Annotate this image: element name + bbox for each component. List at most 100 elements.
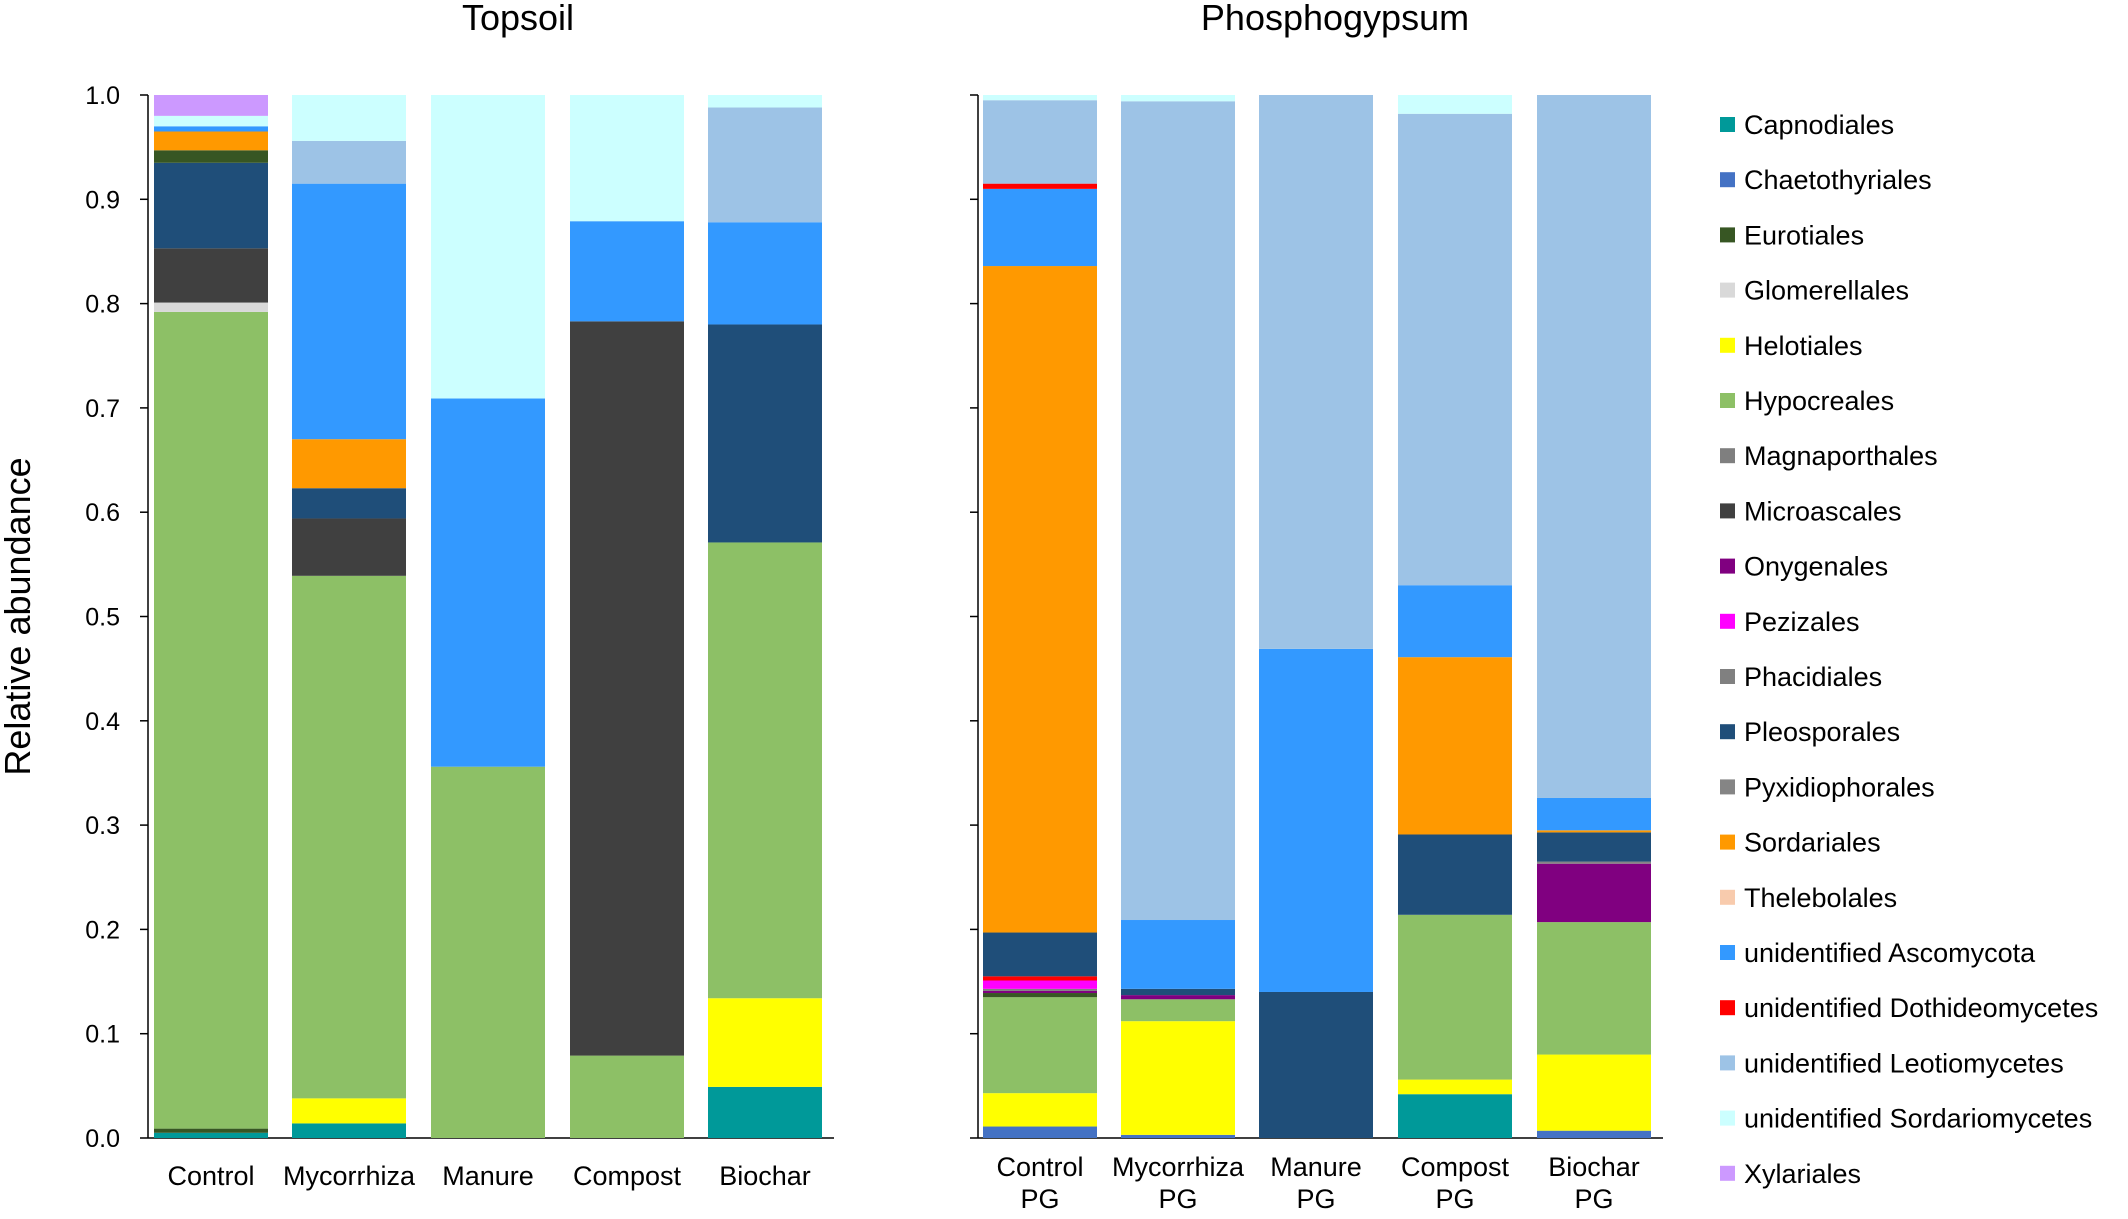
legend-swatch — [1720, 613, 1735, 629]
legend-label: Pezizales — [1744, 607, 1860, 637]
x-category-label: Biochar — [1548, 1152, 1640, 1182]
bar-segment: Xylariales: 0.02 — [154, 95, 268, 116]
legend-swatch — [1720, 1110, 1735, 1126]
legend-swatch — [1720, 337, 1735, 353]
bar-segment: Sordariales: 0.047 — [292, 439, 406, 489]
bar-segment: Hypocreales: 0.092 — [983, 997, 1097, 1094]
bar-segment: unidentified Ascomycota: 0.066 — [1121, 920, 1235, 989]
legend-swatch — [1720, 448, 1735, 464]
x-category-label: Manure — [442, 1161, 534, 1191]
bar-segment: Pleosporales: 0.209 — [708, 324, 822, 543]
bar-segment: unidentified Sordariomycetes: 0.006 — [1121, 95, 1235, 102]
bar-segment: Onygenales: 0.002 — [983, 990, 1097, 994]
bar-segment: Pleosporales: 0.14 — [1259, 991, 1373, 1138]
bar-stack: Capnodiales: 0.049Helotiales: 0.085Hypoc… — [708, 95, 822, 1138]
bar-segment: unidentified Dothideomycetes: 0.005 — [983, 183, 1097, 189]
bar-segment: Sordariales: 0.639 — [983, 266, 1097, 933]
bar-segment: Helotiales: 0.073 — [1537, 1054, 1651, 1131]
legend-label: unidentified Dothideomycetes — [1744, 993, 2098, 1023]
bar-segment: unidentified Sordariomycetes: 0.291 — [431, 95, 545, 399]
bar-segment: Microascales: 0.052 — [154, 248, 268, 303]
legend-swatch — [1720, 889, 1735, 905]
legend-swatch — [1720, 117, 1735, 132]
bar-segment: unidentified Ascomycota: 0.353 — [431, 398, 545, 767]
panel-title: Phosphogypsum — [1201, 0, 1469, 38]
bar-segment: Helotiales: 0.085 — [708, 998, 822, 1087]
bar-segment: unidentified Leotiomycetes: 0.785 — [1121, 101, 1235, 921]
bar-stack: Capnodiales: 0.014Helotiales: 0.024Hypoc… — [292, 95, 406, 1138]
legend-label: unidentified Ascomycota — [1744, 938, 2036, 968]
bar-segment: Capnodiales: 0.005 — [154, 1132, 268, 1138]
bar-segment: Hypocreales: 0.783 — [154, 311, 268, 1129]
legend-label: Phacidiales — [1744, 662, 1882, 692]
bar-segment: Capnodiales: 0.049 — [708, 1086, 822, 1138]
legend-swatch — [1720, 834, 1735, 850]
bar-segment: Hypocreales: 0.021 — [1121, 999, 1235, 1022]
legend-swatch — [1720, 393, 1735, 408]
x-category-label: Compost — [573, 1161, 682, 1191]
legend-swatch — [1720, 669, 1735, 684]
bar-segment: Glomerellales: 0.009 — [154, 302, 268, 312]
legend-label: Microascales — [1744, 496, 1902, 526]
legend-label: unidentified Leotiomycetes — [1744, 1048, 2064, 1078]
bar-segment: Helotiales: 0.032 — [983, 1093, 1097, 1127]
bar-segment: unidentified Ascomycota: 0.069 — [1398, 585, 1512, 658]
bar-segment: unidentified Leotiomycetes: 0.08 — [983, 100, 1097, 184]
bar-segment: unidentified Leotiomycetes: 0.11 — [708, 107, 822, 223]
y-tick-label: 0.9 — [85, 186, 120, 214]
y-tick-label: 0.3 — [85, 812, 120, 840]
bar-stack: Hypocreales: 0.079Microascales: 0.704uni… — [570, 95, 684, 1138]
bar-segment: Eurotiales: 0.004 — [154, 1128, 268, 1133]
bar-segment: Sordariales: 0.018 — [154, 131, 268, 151]
bar-segment: Sordariales: 0.17 — [1398, 657, 1512, 835]
legend-label: Glomerellales — [1744, 276, 1909, 306]
bar-segment: unidentified Leotiomycetes: 0.674 — [1537, 95, 1651, 798]
legend-label: Magnaporthales — [1744, 441, 1938, 471]
bar-stack: Chaetothyriales: 0.003Helotiales: 0.109H… — [1121, 95, 1235, 1138]
legend-label: Pyxidiophorales — [1744, 772, 1935, 802]
legend-swatch — [1720, 1000, 1735, 1016]
bar-segment: unidentified Leotiomycetes: 0.452 — [1398, 113, 1512, 586]
legend-swatch — [1720, 282, 1735, 298]
bar-segment: Pleosporales: 0.077 — [1398, 834, 1512, 915]
y-tick-label: 1.0 — [85, 82, 120, 110]
x-category-label: Biochar — [719, 1161, 811, 1191]
panel-title: Topsoil — [462, 0, 574, 38]
x-category-label: PG — [1574, 1184, 1613, 1214]
y-tick-label: 0.4 — [85, 708, 120, 736]
x-category-label: PG — [1296, 1184, 1335, 1214]
legend-swatch — [1720, 172, 1735, 188]
x-category-label: Manure — [1270, 1152, 1362, 1182]
bar-segment: unidentified Ascomycota: 0.074 — [983, 188, 1097, 267]
bar-segment: Pezizales: 0.008 — [983, 980, 1097, 989]
bar-segment: Chaetothyriales: 0.003 — [1121, 1134, 1235, 1138]
bar-segment: unidentified Ascomycota: 0.096 — [570, 221, 684, 322]
bars-layer: Capnodiales: 0.005Eurotiales: 0.004Hypoc… — [154, 95, 1651, 1138]
y-tick-label: 0.2 — [85, 916, 120, 944]
legend-label: Hypocreales — [1744, 386, 1894, 416]
bar-segment: Pleosporales: 0.028 — [1537, 832, 1651, 862]
legend-swatch — [1720, 503, 1735, 519]
bar-segment: unidentified Sordariomycetes: 0.018 — [1398, 95, 1512, 114]
bar-stack: Capnodiales: 0.042Helotiales: 0.014Hypoc… — [1398, 95, 1512, 1138]
bar-segment: unidentified Dothideomycetes: 0.004 — [983, 976, 1097, 981]
bar-segment: unidentified Ascomycota: 0.005 — [154, 126, 268, 132]
y-tick-label: 0.6 — [85, 499, 120, 527]
bar-segment: Magnaporthales: 0.002 — [983, 988, 1097, 991]
bar-segment: unidentified Leotiomycetes: 0.531 — [1259, 95, 1373, 649]
legend-swatch — [1720, 1055, 1735, 1071]
bar-segment: Hypocreales: 0.437 — [708, 542, 822, 999]
bar-segment: Pyxidiophorales: 0.002 — [1537, 861, 1651, 864]
bar-segment: Hypocreales: 0.127 — [1537, 922, 1651, 1055]
bar-stack: Pleosporales: 0.14unidentified Ascomycot… — [1259, 95, 1373, 1138]
bar-segment: unidentified Sordariomycetes: 0.012 — [708, 95, 822, 108]
bar-segment: unidentified Sordariomycetes: 0.005 — [983, 95, 1097, 101]
bar-segment: Pleosporales: 0.082 — [154, 162, 268, 249]
legend-swatch — [1720, 779, 1735, 795]
legend-label: Thelebolales — [1744, 883, 1897, 913]
bar-segment: Capnodiales: 0.042 — [1398, 1094, 1512, 1138]
y-tick-label: 0.8 — [85, 291, 120, 319]
legend: Capnodiales Chaetothyriales Eurotiales Glom… — [1720, 110, 2098, 1189]
x-category-label: Control — [996, 1152, 1083, 1182]
